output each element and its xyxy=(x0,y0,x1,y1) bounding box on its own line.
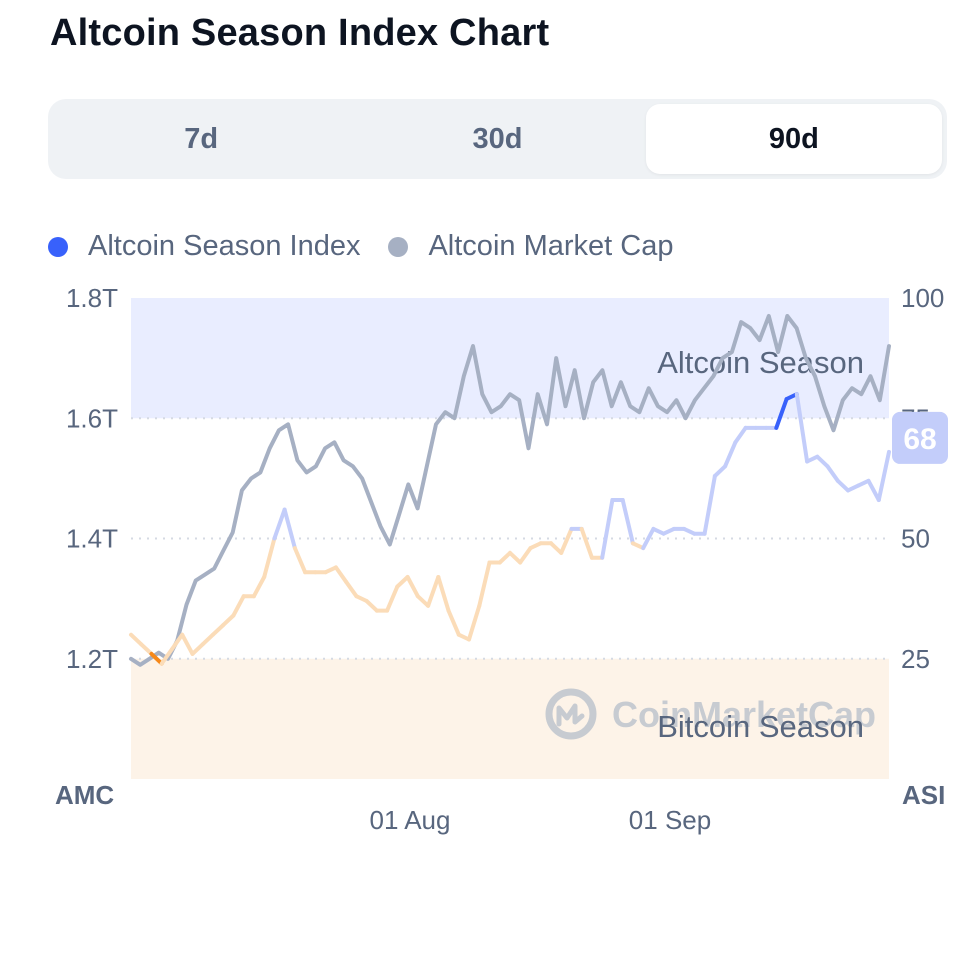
current-value-text: 68 xyxy=(903,423,936,456)
tab-30d[interactable]: 30d xyxy=(472,122,523,155)
altcoin-season-index-segment xyxy=(426,575,441,608)
altcoin-season-index-segment xyxy=(733,425,748,445)
left-axis-tick: 1.8T xyxy=(66,283,118,313)
altcoin-season-index-segment xyxy=(835,478,850,493)
legend-item-altcoin-season-index[interactable]: Altcoin Season Index xyxy=(48,230,360,263)
altcoin-season-index-segment xyxy=(477,560,492,608)
legend-label: Altcoin Season Index xyxy=(88,230,361,262)
altcoin-season-index-segment xyxy=(251,575,267,599)
altcoin-season-index-segment xyxy=(395,575,410,589)
legend-dot-icon xyxy=(48,236,68,257)
tab-7d[interactable]: 7d xyxy=(184,122,219,155)
right-axis-tick: 100 xyxy=(901,283,944,313)
chart-legend: Altcoin Season Index Altcoin Market Cap xyxy=(48,230,673,263)
altcoin-season-index-segment xyxy=(180,632,195,656)
altcoin-season-index-segment xyxy=(446,608,461,637)
altcoin-season-index-segment xyxy=(518,546,533,565)
zone-label: Bitcoin Season xyxy=(657,709,864,744)
x-axis-tick: 01 Sep xyxy=(629,805,711,835)
time-range-tabs: 7d 30d 90d xyxy=(48,99,947,179)
altcoin-season-index-segment xyxy=(825,464,840,483)
altcoin-season-index-segment xyxy=(559,526,574,555)
altcoin-season-index-segment xyxy=(641,526,656,551)
tab-90d[interactable]: 90d xyxy=(645,104,942,174)
altcoin-season-index-segment xyxy=(620,498,635,546)
legend-item-altcoin-market-cap[interactable]: Altcoin Market Cap xyxy=(388,230,673,263)
altcoin-season-index-segment xyxy=(139,642,154,656)
left-axis-tick: 1.2T xyxy=(66,644,118,674)
altcoin-season-index-segment xyxy=(467,603,482,642)
altcoin-season-index-segment xyxy=(866,478,881,502)
altcoin-season-index-segment xyxy=(508,550,523,565)
altcoin-season-index-segment xyxy=(702,474,717,536)
altcoin-season-index-segment xyxy=(549,541,564,555)
altcoin-season-index-segment xyxy=(436,575,451,613)
altcoin-season-chart: CoinMarketCap Altcoin Season Bitcoin Seas… xyxy=(55,283,948,835)
altcoin-season-index-segment xyxy=(385,584,400,613)
altcoin-season-index-segment xyxy=(876,449,891,502)
coinmarketcap-watermark: CoinMarketCap xyxy=(545,688,876,740)
left-axis-title: AMC xyxy=(55,780,114,810)
altcoin-season-index-segment xyxy=(774,397,789,430)
right-axis-title: ASI xyxy=(902,780,945,810)
altcoin-season-index-segment xyxy=(149,651,164,666)
altcoin-season-index-segment xyxy=(600,498,615,560)
x-axis-tick: 01 Aug xyxy=(370,805,451,835)
page-title: Altcoin Season Index Chart xyxy=(50,12,550,54)
altcoin-season-index-segment xyxy=(723,440,738,469)
altcoin-season-index-segment xyxy=(129,632,144,647)
altcoin-season-index-segment xyxy=(221,613,236,628)
altcoin-season-index-segment xyxy=(170,632,185,652)
zone-band xyxy=(131,298,889,419)
left-axis-tick: 1.4T xyxy=(66,524,118,554)
altcoin-season-index-segment xyxy=(815,454,830,469)
altcoin-season-index-segment xyxy=(190,642,205,656)
altcoin-season-index-segment xyxy=(712,464,728,478)
altcoin-season-index-segment xyxy=(405,575,420,599)
altcoin-season-index-segment xyxy=(344,579,359,599)
watermark-text: CoinMarketCap xyxy=(612,694,876,735)
altcoin-season-index-segment xyxy=(210,623,226,637)
watermark-logo-mark-icon xyxy=(556,703,585,727)
altcoin-season-index-segment xyxy=(159,647,174,666)
altcoin-season-index-segment xyxy=(282,507,297,551)
zone-band xyxy=(131,658,889,779)
watermark-logo-icon xyxy=(545,688,597,740)
altcoin-season-index-segment xyxy=(497,550,512,565)
current-value-badge xyxy=(892,411,948,464)
altcoin-season-index-segment xyxy=(364,599,379,613)
zone-label: Altcoin Season xyxy=(657,345,864,380)
altcoin-season-index-segment xyxy=(272,507,287,541)
legend-dot-icon xyxy=(388,236,409,257)
altcoin-season-index-segment xyxy=(579,526,594,560)
left-axis-tick: 1.6T xyxy=(66,403,118,433)
right-axis-tick: 25 xyxy=(901,644,930,674)
legend-label: Altcoin Market Cap xyxy=(428,230,674,262)
altcoin-season-index-segment xyxy=(262,536,277,579)
altcoin-season-index-segment xyxy=(333,565,349,584)
altcoin-season-index-segment xyxy=(231,594,246,618)
altcoin-season-index-segment xyxy=(200,632,215,647)
right-axis-tick: 50 xyxy=(901,524,930,554)
altcoin-season-index-segment xyxy=(292,546,308,575)
altcoin-season-index-segment xyxy=(794,392,810,464)
altcoin-market-cap-line xyxy=(129,314,891,667)
altcoin-season-index-segment xyxy=(415,594,431,608)
